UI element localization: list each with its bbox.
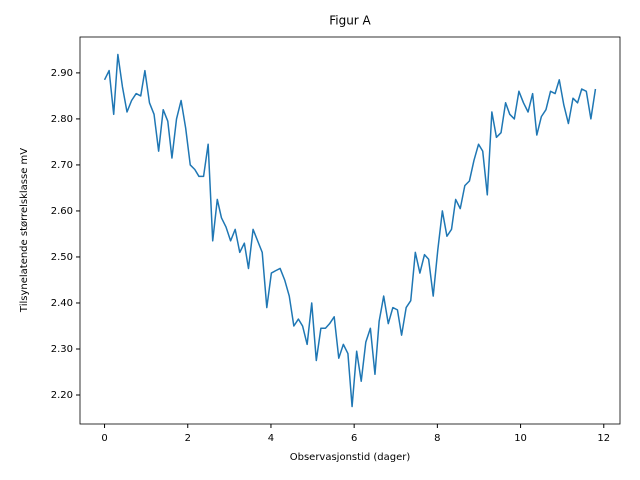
y-axis-label: Tilsynelatende størrelsklasse mV — [19, 148, 30, 313]
x-tick-label: 8 — [434, 433, 440, 444]
plot-frame — [79, 36, 621, 425]
x-tick-label: 4 — [268, 433, 274, 444]
y-tick-label: 2.60 — [51, 206, 73, 217]
y-tick-label: 2.90 — [51, 68, 73, 79]
x-axis-label: Observasjonstid (dager) — [290, 452, 411, 463]
y-tick-label: 2.40 — [51, 298, 73, 309]
y-tick-label: 2.70 — [51, 160, 73, 171]
x-tick-label: 10 — [514, 433, 527, 444]
x-tick-label: 12 — [597, 433, 610, 444]
y-tick-label: 2.50 — [51, 252, 73, 263]
x-tick-label: 2 — [185, 433, 191, 444]
y-tick-label: 2.30 — [51, 344, 73, 355]
y-tick-label: 2.80 — [51, 114, 73, 125]
x-tick-label: 0 — [101, 433, 107, 444]
chart-title: Figur A — [329, 14, 371, 28]
y-tick-label: 2.20 — [51, 390, 73, 401]
data-line — [103, 53, 597, 408]
x-tick-label: 6 — [351, 433, 357, 444]
